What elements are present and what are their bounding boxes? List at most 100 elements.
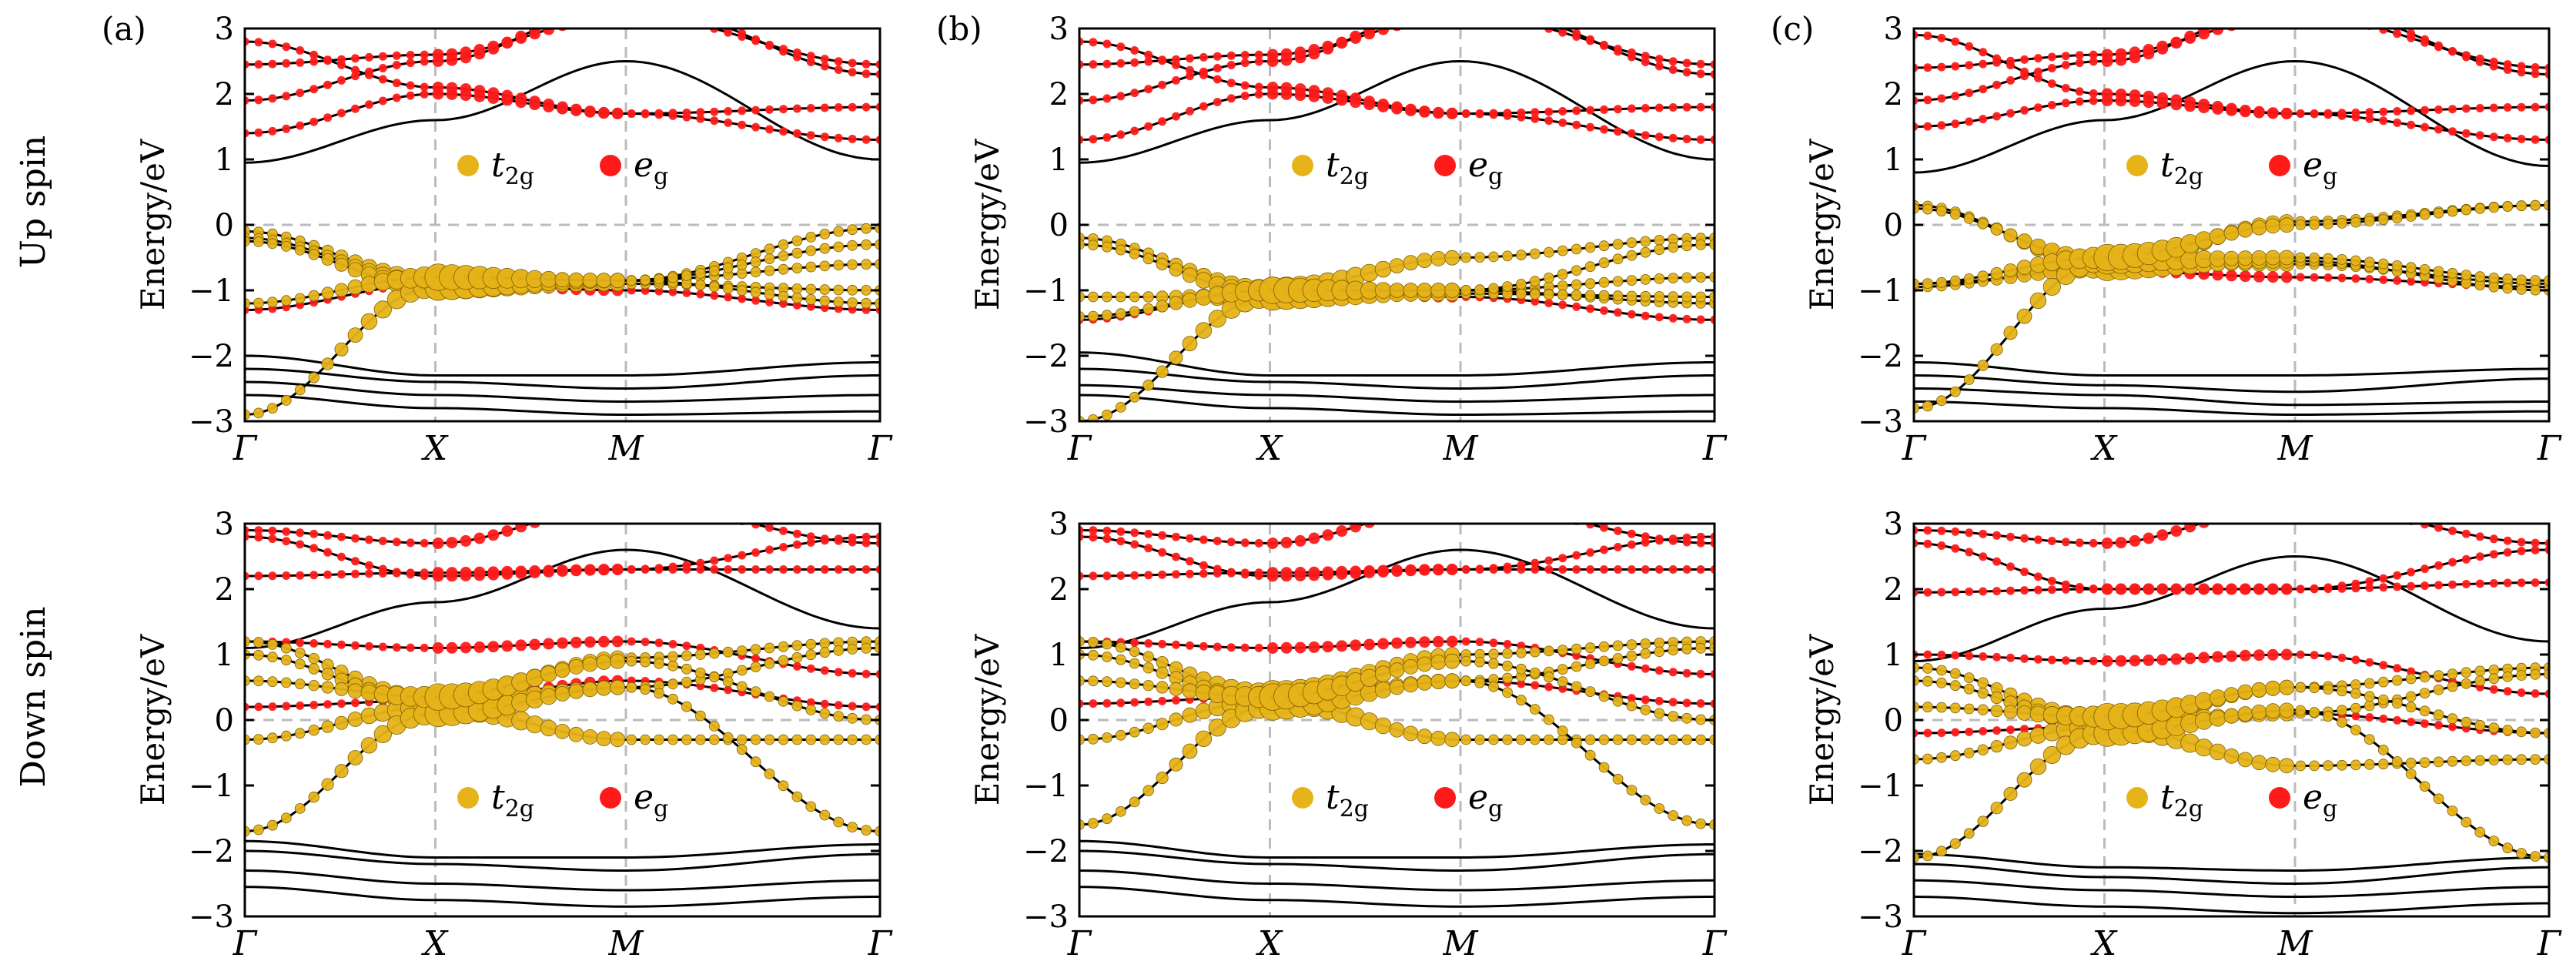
eg-weight-point [654, 110, 664, 119]
eg-band-line [245, 28, 880, 66]
eg-weight-point [1240, 51, 1250, 59]
eg-weight-point [351, 72, 360, 81]
eg-weight-point [2047, 79, 2056, 89]
t2g-weight-point [875, 642, 880, 654]
t2g-weight-point [2433, 756, 2444, 768]
t2g-weight-point [833, 816, 845, 828]
eg-weight-point [2379, 574, 2388, 583]
eg-weight-point [1405, 504, 1417, 516]
legend-t2g-label: t2g [491, 778, 534, 822]
t2g-weight-point [736, 734, 748, 745]
t2g-weight-point [1389, 679, 1405, 695]
eg-weight-point [1937, 94, 1946, 103]
t2g-weight-point [2419, 705, 2430, 717]
eg-weight-point [779, 543, 788, 551]
eg-weight-point [765, 297, 774, 306]
t2g-weight-point [833, 734, 845, 745]
eg-weight-point [738, 28, 747, 38]
t2g-weight-point [1156, 300, 1169, 313]
t2g-weight-point [1668, 242, 1679, 253]
eg-weight-point [1614, 526, 1622, 535]
t2g-weight-point [1374, 665, 1392, 682]
eg-weight-point [1213, 98, 1222, 106]
t2g-weight-point [2237, 222, 2253, 238]
t2g-weight-point [308, 249, 319, 260]
eg-weight-point [1461, 565, 1470, 574]
t2g-weight-point [2488, 755, 2500, 765]
y-tick-label: 3 [1049, 12, 1069, 47]
eg-weight-point [1544, 682, 1554, 692]
t2g-weight-point [805, 638, 817, 650]
eg-weight-point [2281, 10, 2293, 22]
eg-weight-point [1089, 571, 1098, 581]
eg-weight-point [296, 540, 305, 549]
eg-weight-point [543, 99, 555, 110]
other-band-line [245, 886, 880, 908]
eg-weight-point [848, 68, 857, 77]
eg-weight-point [2006, 56, 2015, 65]
eg-weight-point [1186, 72, 1194, 81]
eg-weight-point [546, 28, 551, 29]
t2g-weight-point [805, 801, 817, 812]
eg-weight-point [515, 639, 527, 651]
t2g-weight-point [347, 683, 363, 699]
t2g-weight-point [1681, 815, 1693, 826]
eg-weight-point [2448, 127, 2457, 136]
eg-weight-point [2239, 649, 2251, 661]
eg-weight-point [1489, 564, 1498, 573]
legend-eg-marker [1434, 155, 1456, 176]
eg-weight-point [2297, 12, 2305, 20]
eg-weight-point [2434, 581, 2443, 590]
eg-weight-point [2420, 35, 2430, 44]
eg-weight-point [1391, 565, 1403, 578]
eg-weight-point [1641, 695, 1650, 705]
eg-weight-point [2020, 586, 2029, 595]
t2g-weight-point [1488, 648, 1499, 660]
other-band-line [245, 849, 880, 872]
eg-weight-point [1696, 135, 1705, 144]
t2g-weight-point [694, 667, 706, 678]
t2g-weight-point [778, 655, 789, 666]
t2g-weight-point [722, 283, 734, 294]
eg-weight-point [1418, 564, 1430, 576]
t2g-weight-point [596, 273, 612, 289]
eg-weight-point [1432, 635, 1444, 648]
eg-weight-point [2379, 583, 2388, 592]
y-tick-label: −2 [189, 834, 234, 869]
eg-weight-point [282, 59, 291, 68]
t2g-weight-point [694, 268, 706, 279]
eg-weight-point [1391, 508, 1403, 520]
eg-weight-point [2503, 65, 2512, 74]
eg-weight-point [2323, 651, 2333, 661]
t2g-weight-point [2295, 219, 2307, 230]
eg-weight-point [2281, 498, 2293, 510]
legend-t2g-marker [2126, 155, 2148, 176]
eg-weight-point [2006, 653, 2015, 662]
t2g-weight-point [1460, 675, 1472, 687]
eg-weight-point [1696, 532, 1705, 541]
eg-weight-point [1544, 18, 1553, 26]
t2g-weight-point [708, 721, 720, 732]
t2g-weight-point [1935, 846, 1947, 857]
t2g-weight-point [875, 826, 880, 837]
t2g-weight-point [791, 791, 803, 802]
eg-weight-point [2115, 89, 2127, 100]
t2g-weight-point [1142, 662, 1154, 674]
eg-weight-point [1254, 57, 1263, 66]
t2g-weight-point [1640, 648, 1651, 659]
eg-weight-point [792, 300, 801, 310]
t2g-weight-point [1182, 743, 1198, 759]
t2g-weight-point [1474, 252, 1485, 263]
t2g-weight-point [1949, 209, 1961, 220]
eg-weight-point [1641, 664, 1650, 673]
eg-weight-point [1186, 54, 1194, 63]
eg-weight-point [1418, 106, 1430, 118]
eg-weight-point [1544, 107, 1554, 116]
t2g-weight-point [667, 693, 678, 705]
t2g-weight-point [1182, 292, 1198, 308]
t2g-weight-point [1502, 672, 1513, 684]
other-band-line [1914, 862, 2549, 885]
t2g-weight-point [1695, 642, 1707, 654]
t2g-weight-point [736, 665, 748, 676]
